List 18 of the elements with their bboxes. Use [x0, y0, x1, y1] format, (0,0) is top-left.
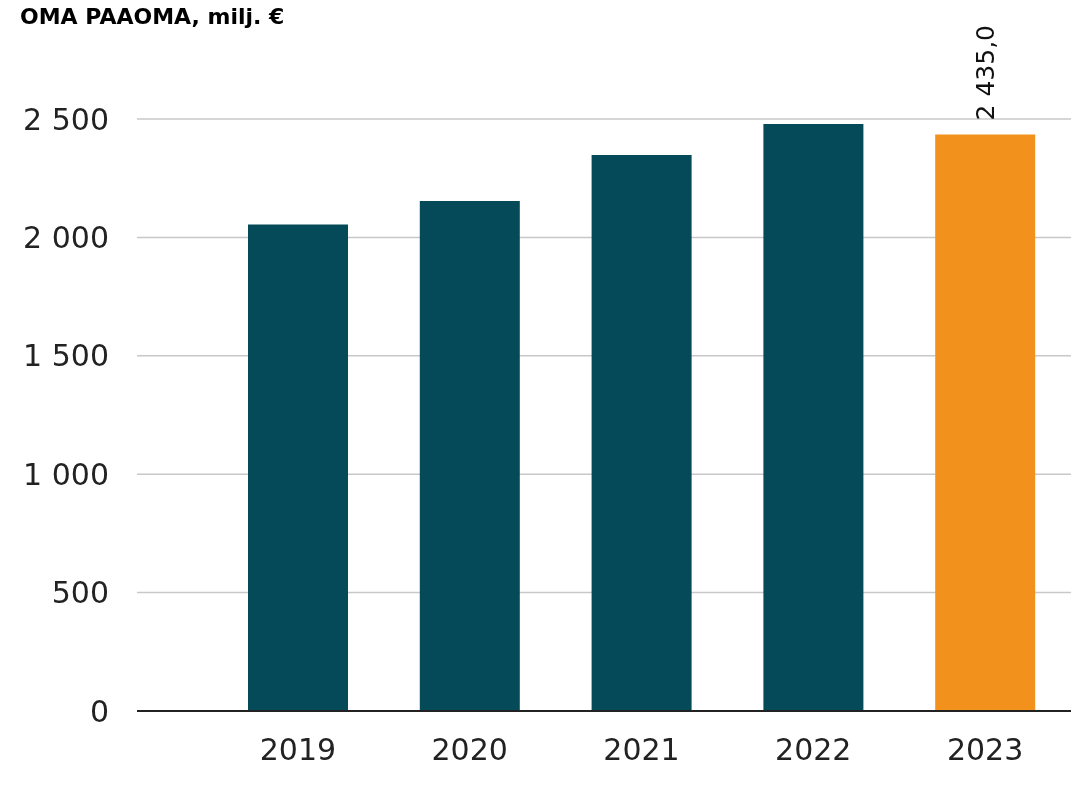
- y-tick-label: 1 000: [23, 456, 109, 492]
- y-tick-label: 2 000: [23, 220, 109, 256]
- x-tick-label: 2022: [775, 732, 852, 768]
- x-tick-label: 2023: [946, 732, 1024, 768]
- bar: [248, 224, 348, 711]
- x-tick-label: 2020: [431, 732, 508, 768]
- y-tick-label: 0: [89, 693, 109, 729]
- y-tick-label: 2 500: [23, 101, 109, 137]
- x-tick-label: 2021: [603, 732, 680, 768]
- bar: [935, 134, 1036, 711]
- y-tick-label: 500: [51, 575, 109, 611]
- bar: [591, 154, 692, 711]
- bar: [763, 123, 864, 711]
- bar: [419, 200, 520, 711]
- y-tick-label: 1 500: [23, 338, 109, 374]
- x-tick-label: 2019: [259, 732, 337, 768]
- chart-title: OMA PAAOMA, milj. €: [20, 4, 285, 30]
- data-label: 2 435,0: [971, 24, 1001, 121]
